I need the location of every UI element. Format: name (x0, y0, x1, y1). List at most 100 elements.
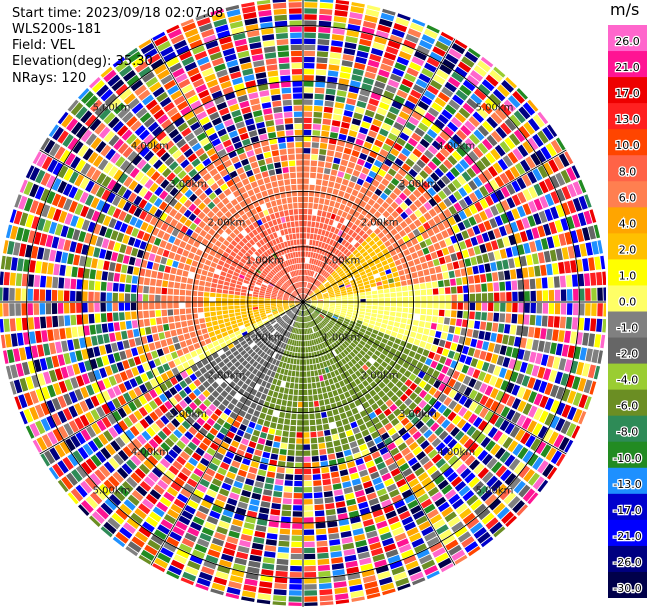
range-gate (226, 416, 235, 425)
range-gate (209, 543, 223, 553)
range-gate (533, 408, 544, 421)
range-gate (40, 137, 51, 151)
range-gate (366, 258, 373, 264)
range-gate (377, 310, 384, 315)
range-gate (282, 329, 287, 336)
range-gate (293, 487, 303, 493)
range-gate (313, 279, 318, 285)
range-gate (433, 295, 439, 302)
range-gate (303, 233, 307, 239)
range-gate (190, 494, 202, 504)
range-gate (329, 539, 341, 546)
range-gate (210, 588, 224, 596)
range-gate (370, 547, 384, 557)
range-gate (243, 279, 250, 284)
range-gate (527, 453, 539, 467)
range-gate (149, 205, 158, 215)
range-gate (330, 213, 336, 220)
range-gate (459, 434, 470, 445)
range-gate (288, 312, 293, 317)
range-gate (367, 465, 378, 474)
range-gate (383, 90, 395, 100)
range-gate (489, 69, 503, 83)
range-gate (494, 144, 506, 157)
range-gate (334, 587, 348, 594)
range-gate (187, 441, 198, 451)
range-gate (317, 305, 323, 309)
range-gate (309, 307, 314, 312)
range-gate (377, 266, 385, 273)
range-gate (119, 350, 127, 361)
range-gate (295, 444, 303, 450)
range-gate (361, 513, 373, 521)
range-gate (517, 191, 527, 204)
range-gate (151, 270, 158, 279)
range-gate (361, 147, 370, 155)
range-gate (555, 137, 566, 151)
range-gate (462, 249, 470, 259)
range-gate (310, 327, 313, 334)
range-gate (536, 290, 543, 301)
range-gate (421, 180, 431, 190)
range-gate (299, 377, 303, 383)
range-gate (462, 79, 476, 92)
range-gate (0, 303, 3, 317)
range-gate (430, 360, 438, 369)
range-gate (47, 206, 56, 220)
range-gate (528, 472, 540, 486)
range-gate (499, 451, 511, 463)
range-gate (165, 411, 174, 421)
range-gate (110, 363, 119, 374)
range-gate (346, 461, 356, 469)
range-gate (325, 325, 330, 331)
range-gate (348, 302, 354, 305)
range-gate (318, 241, 323, 248)
range-gate (172, 444, 182, 455)
range-gate (359, 200, 367, 208)
range-gate (360, 295, 366, 299)
range-gate (493, 66, 506, 78)
range-gate (204, 286, 211, 292)
range-gate (342, 153, 350, 161)
range-gate (395, 224, 403, 233)
range-gate (371, 354, 379, 361)
range-gate (392, 67, 405, 77)
range-gate (355, 226, 362, 234)
range-gate (327, 311, 334, 315)
range-gate (454, 554, 468, 565)
range-gate (442, 534, 456, 546)
range-gate (407, 231, 415, 240)
range-gate (70, 314, 77, 326)
range-gate (341, 274, 347, 280)
range-gate (341, 334, 347, 340)
range-gate (376, 262, 383, 269)
range-gate (319, 248, 324, 254)
range-gate (287, 449, 295, 456)
range-gate (308, 328, 312, 334)
range-gate (343, 404, 351, 412)
range-gate (431, 316, 438, 323)
range-gate (204, 312, 211, 318)
range-gate (108, 218, 117, 229)
range-gate (123, 499, 136, 511)
range-gate (305, 299, 311, 302)
range-gate (52, 208, 62, 222)
range-gate (65, 438, 76, 452)
range-gate (357, 551, 371, 560)
range-gate (188, 426, 198, 436)
range-gate (326, 150, 335, 157)
range-gate (149, 511, 162, 523)
range-gate (304, 304, 309, 308)
range-gate (211, 504, 223, 514)
range-gate (271, 309, 278, 312)
range-gate (255, 316, 261, 320)
range-gate (450, 286, 457, 294)
range-gate (469, 401, 478, 412)
range-gate (430, 172, 440, 182)
range-gate (429, 541, 443, 553)
range-gate (225, 339, 232, 346)
range-gate (564, 231, 573, 245)
range-gate (276, 316, 281, 321)
range-gate (373, 325, 380, 331)
range-gate (190, 350, 198, 358)
